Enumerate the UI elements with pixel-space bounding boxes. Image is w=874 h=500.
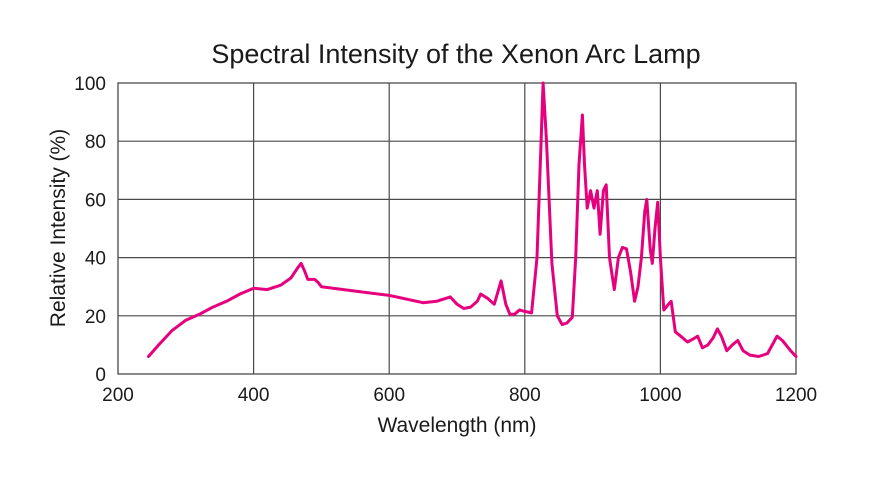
y-tick-label: 60 bbox=[85, 190, 106, 211]
x-tick-label: 1000 bbox=[639, 385, 681, 406]
y-tick-label: 40 bbox=[85, 249, 106, 270]
y-axis-label: Relative Intensity (%) bbox=[47, 129, 70, 327]
y-axis: 0 20 40 60 80 100 bbox=[74, 74, 106, 386]
y-tick-label: 0 bbox=[95, 365, 106, 386]
x-axis: 200 400 600 800 1000 1200 bbox=[102, 385, 817, 406]
chart-title: Spectral Intensity of the Xenon Arc Lamp bbox=[211, 39, 700, 69]
y-tick-label: 100 bbox=[74, 74, 106, 95]
plot-frame bbox=[117, 82, 797, 375]
x-tick-label: 1200 bbox=[775, 385, 817, 406]
y-tick-label: 20 bbox=[85, 307, 106, 328]
x-tick-label: 800 bbox=[509, 385, 541, 406]
x-axis-label: Wavelength (nm) bbox=[377, 414, 536, 437]
series-line bbox=[147, 81, 798, 358]
x-tick-label: 400 bbox=[238, 385, 270, 406]
y-tick-label: 80 bbox=[85, 132, 106, 153]
grid bbox=[118, 83, 796, 374]
x-tick-label: 600 bbox=[373, 385, 405, 406]
x-tick-label: 200 bbox=[102, 385, 134, 406]
